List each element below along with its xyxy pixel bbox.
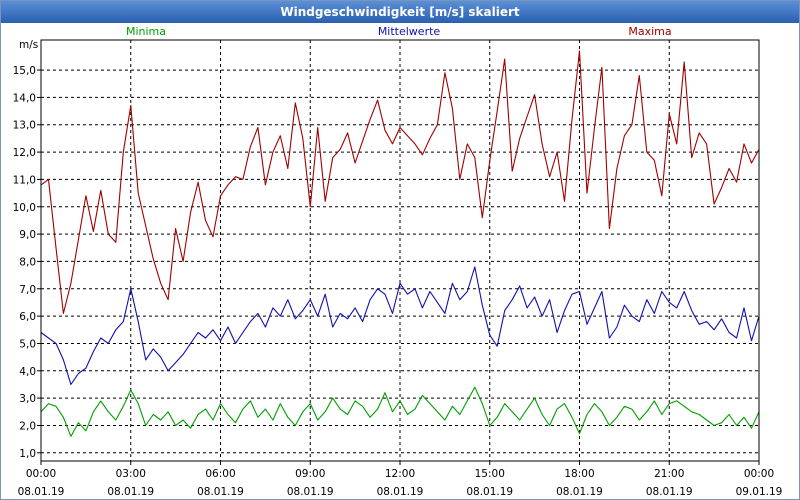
x-tick-date: 08.01.19: [197, 486, 244, 498]
series-line-minima: [40, 386, 760, 437]
y-tick-label: 12,0: [13, 147, 36, 159]
y-tick-label: 11,0: [13, 174, 36, 186]
y-tick-label: 14,0: [13, 92, 36, 104]
plot-area-border: [40, 39, 760, 462]
x-tick-date: 08.01.19: [556, 486, 603, 498]
x-tick-date: 08.01.19: [107, 486, 154, 498]
y-tick-label: 2,0: [19, 420, 36, 432]
y-tick-label: 10,0: [13, 202, 36, 214]
y-tick-label: 4,0: [19, 366, 36, 378]
legend-minima: Minima: [126, 25, 166, 38]
x-tick-date: 09.01.19: [736, 486, 783, 498]
x-tick-time: 06:00: [205, 468, 235, 480]
x-tick-date: 08.01.19: [287, 486, 334, 498]
x-tick-date: 08.01.19: [18, 486, 65, 498]
chart-title: Windgeschwindigkeit [m/s] skaliert: [1, 1, 799, 23]
y-tick-label: 13,0: [13, 120, 36, 132]
y-tick-label: 9,0: [19, 229, 36, 241]
x-tick-time: 15:00: [475, 468, 505, 480]
series-line-mittelwerte: [40, 266, 760, 386]
y-tick-label: 5,0: [19, 338, 36, 350]
x-tick-date: 08.01.19: [466, 486, 513, 498]
y-tick-label: 6,0: [19, 311, 36, 323]
y-axis-label: m/s: [19, 39, 38, 51]
y-tick-label: 7,0: [19, 284, 36, 296]
y-tick-label: 15,0: [13, 65, 36, 77]
x-tick-time: 09:00: [295, 468, 325, 480]
x-tick-time: 12:00: [385, 468, 415, 480]
x-tick-time: 00:00: [26, 468, 56, 480]
x-tick-date: 08.01.19: [377, 486, 424, 498]
x-tick-time: 18:00: [564, 468, 594, 480]
legend-maxima: Maxima: [628, 25, 671, 38]
y-tick-label: 1,0: [19, 448, 36, 460]
series-line-maxima: [40, 50, 760, 314]
y-tick-label: 8,0: [19, 256, 36, 268]
x-tick-date: 08.01.19: [646, 486, 693, 498]
x-tick-time: 03:00: [116, 468, 146, 480]
x-tick-time: 21:00: [654, 468, 684, 480]
legend-mittelwerte: Mittelwerte: [378, 25, 441, 38]
x-tick-time: 00:00: [744, 468, 774, 480]
y-tick-label: 3,0: [19, 393, 36, 405]
